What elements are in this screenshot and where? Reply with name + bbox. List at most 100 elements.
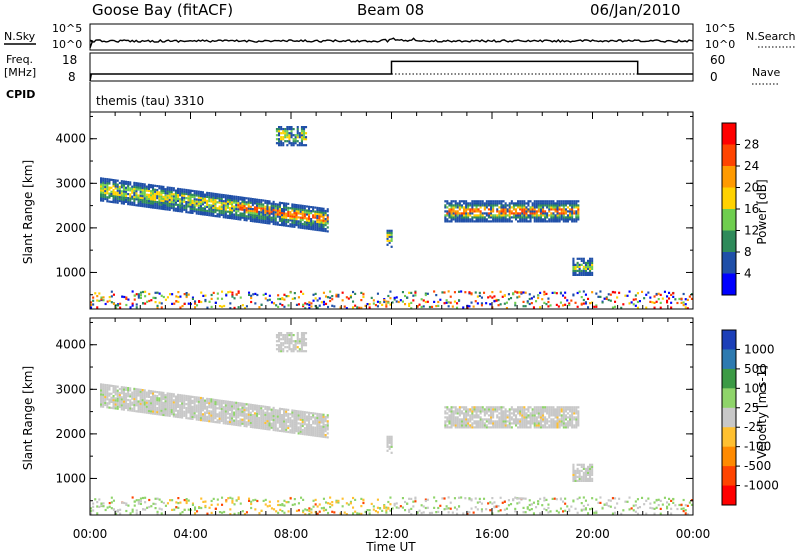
velocity-cell bbox=[458, 408, 461, 411]
velocity-cell bbox=[487, 426, 490, 429]
velocity-cell bbox=[576, 469, 579, 472]
power-cell bbox=[239, 208, 242, 211]
power-cell bbox=[326, 208, 329, 211]
velocity-cell bbox=[245, 417, 248, 420]
power-cell bbox=[150, 198, 153, 201]
velocity-cell bbox=[288, 340, 291, 343]
power-cell bbox=[566, 206, 569, 209]
velocity-cell bbox=[508, 414, 511, 417]
velocity-cell bbox=[318, 419, 321, 422]
velocity-cell bbox=[158, 413, 161, 416]
velocity-cell bbox=[479, 424, 482, 427]
velocity-cell bbox=[310, 424, 313, 427]
power-cell bbox=[485, 204, 488, 207]
velocity-cell bbox=[251, 408, 254, 411]
power-cell bbox=[152, 196, 155, 199]
velocity-cell bbox=[295, 430, 298, 433]
velocity-cell bbox=[465, 426, 468, 429]
velocity-cell bbox=[515, 414, 518, 417]
velocity-cell bbox=[272, 406, 275, 409]
power-cell bbox=[445, 301, 448, 304]
velocity-cell bbox=[291, 411, 294, 414]
power-cell bbox=[218, 199, 221, 202]
velocity-cell bbox=[210, 402, 213, 405]
velocity-cell bbox=[112, 399, 115, 402]
velocity-cell bbox=[580, 463, 583, 466]
velocity-cell bbox=[569, 422, 572, 425]
power-cell bbox=[622, 303, 625, 306]
power-cell bbox=[397, 300, 400, 304]
velocity-cell bbox=[352, 506, 355, 509]
velocity-cell bbox=[187, 407, 190, 410]
velocity-cell bbox=[150, 402, 153, 405]
velocity-cell bbox=[229, 412, 232, 416]
power-cell bbox=[496, 204, 499, 207]
power-cell bbox=[496, 214, 499, 217]
power-cell bbox=[278, 223, 281, 226]
power-cell bbox=[283, 208, 286, 211]
power-cell bbox=[504, 202, 507, 205]
velocity-cell bbox=[197, 404, 200, 407]
velocity-cell bbox=[302, 511, 305, 514]
power-cell bbox=[243, 210, 246, 214]
power-cell bbox=[535, 220, 538, 223]
power-cell bbox=[114, 197, 117, 200]
velocity-cell bbox=[185, 417, 188, 420]
power-cell bbox=[512, 208, 515, 211]
velocity-cell bbox=[554, 408, 557, 411]
velocity-cell bbox=[120, 408, 123, 411]
power-cell bbox=[154, 202, 157, 205]
power-cell bbox=[305, 136, 308, 139]
velocity-cell bbox=[577, 422, 580, 425]
power-cell bbox=[463, 220, 466, 223]
power-cell bbox=[320, 209, 323, 212]
power-cell bbox=[208, 210, 211, 213]
power-cell bbox=[479, 200, 482, 203]
power-cell bbox=[262, 199, 265, 202]
velocity-cell bbox=[385, 509, 388, 512]
power-cell bbox=[166, 198, 169, 201]
power-cell bbox=[308, 227, 311, 230]
power-cell bbox=[560, 210, 563, 213]
velocity-cell bbox=[591, 471, 594, 474]
power-cell bbox=[533, 220, 536, 223]
velocity-cell bbox=[249, 419, 252, 422]
power-cell bbox=[572, 269, 575, 272]
velocity-cell bbox=[512, 422, 515, 425]
power-cell bbox=[293, 292, 296, 295]
power-cell bbox=[233, 209, 236, 212]
velocity-cell bbox=[475, 420, 478, 423]
velocity-cell bbox=[300, 344, 303, 347]
freq-series-line bbox=[89, 60, 693, 82]
velocity-cell bbox=[296, 342, 299, 345]
velocity-cell bbox=[278, 340, 281, 343]
velocity-cell bbox=[479, 406, 482, 409]
power-cell bbox=[564, 303, 567, 306]
power-cell bbox=[181, 194, 184, 197]
power-cell bbox=[312, 228, 315, 231]
power-cell bbox=[314, 216, 317, 219]
velocity-cell bbox=[539, 426, 542, 429]
velocity-cell bbox=[494, 424, 497, 427]
power-cell bbox=[589, 302, 592, 305]
velocity-cell bbox=[564, 414, 567, 417]
power-cell bbox=[324, 228, 327, 231]
velocity-cell bbox=[193, 412, 196, 415]
velocity-cell bbox=[212, 420, 215, 423]
power-cell bbox=[426, 292, 429, 295]
power-cell bbox=[98, 299, 101, 302]
power-cell bbox=[193, 190, 196, 193]
power-cell bbox=[187, 193, 190, 196]
velocity-cell bbox=[546, 426, 549, 429]
velocity-cell bbox=[324, 430, 327, 433]
velocity-cell bbox=[479, 408, 482, 411]
velocity-cell bbox=[531, 420, 534, 423]
power-cell bbox=[118, 193, 121, 197]
power-cell bbox=[214, 192, 217, 196]
velocity-cell bbox=[199, 398, 202, 402]
power-cell bbox=[465, 220, 468, 223]
velocity-cell bbox=[525, 422, 528, 425]
power-cell bbox=[502, 206, 505, 209]
velocity-cell bbox=[479, 412, 482, 415]
velocity-cell bbox=[569, 416, 572, 419]
